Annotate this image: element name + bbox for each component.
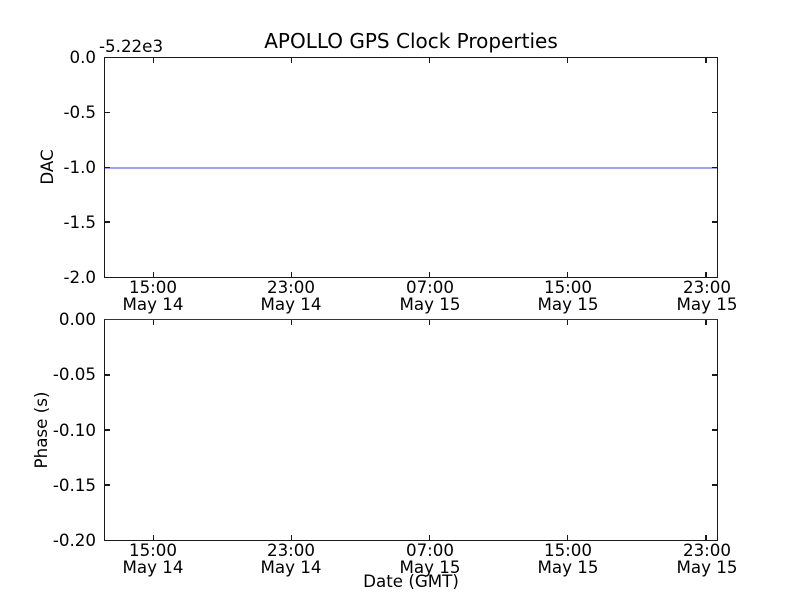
x-tick-date: May 15	[676, 557, 738, 577]
x-tick-time: 23:00	[682, 540, 732, 560]
x-tick-date: May 15	[537, 294, 599, 314]
chart-title: APOLLO GPS Clock Properties	[264, 29, 558, 53]
x-tick-label: 15:00 May 15	[508, 542, 628, 576]
tick-mark	[290, 320, 293, 325]
x-tick-time: 07:00	[405, 540, 455, 560]
tick-mark	[712, 429, 717, 431]
tick-mark	[705, 535, 707, 540]
x-tick-date: May 15	[399, 294, 461, 314]
tick-mark	[712, 111, 717, 114]
tick-mark	[105, 166, 110, 168]
tick-mark	[105, 221, 110, 223]
x-tick-label: 23:00 May 15	[647, 279, 767, 313]
x-tick-label: 15:00 May 15	[508, 279, 628, 313]
top-plot-area	[104, 57, 718, 278]
tick-mark	[566, 320, 569, 325]
tick-mark	[705, 320, 707, 325]
tick-mark	[290, 272, 293, 277]
x-tick-label: 15:00 May 14	[93, 542, 213, 576]
y-tick-label: -2.0	[63, 267, 96, 287]
y-tick-label: -1.0	[63, 157, 96, 177]
x-tick-label: 15:00 May 14	[93, 279, 213, 313]
x-tick-time: 15:00	[543, 277, 593, 297]
x-tick-date: May 14	[260, 557, 322, 577]
tick-mark	[290, 58, 293, 63]
x-tick-date: May 15	[399, 557, 461, 577]
tick-mark	[566, 58, 569, 63]
tick-mark	[712, 484, 717, 486]
x-tick-time: 15:00	[128, 540, 178, 560]
y-tick-label: 0.00	[58, 309, 96, 329]
x-tick-time: 07:00	[405, 277, 455, 297]
y-tick-label: -0.20	[52, 530, 96, 550]
tick-mark	[428, 58, 431, 63]
x-tick-label: 23:00 May 14	[231, 542, 351, 576]
tick-mark	[105, 111, 110, 114]
tick-mark	[428, 320, 431, 325]
x-tick-date: May 15	[676, 294, 738, 314]
tick-mark	[705, 58, 707, 63]
tick-mark	[105, 429, 110, 431]
x-tick-date: May 14	[260, 294, 322, 314]
tick-mark	[152, 320, 155, 325]
x-tick-time: 23:00	[682, 277, 732, 297]
tick-mark	[152, 272, 155, 277]
y-offset-label: -5.22e3	[99, 36, 164, 56]
tick-mark	[152, 58, 155, 63]
x-tick-label: 07:00 May 15	[370, 542, 490, 576]
y-tick-label: -0.5	[63, 102, 96, 122]
x-tick-time: 15:00	[128, 277, 178, 297]
tick-mark	[712, 221, 717, 223]
y-tick-label: -1.5	[63, 212, 96, 232]
tick-mark	[705, 272, 707, 277]
y-tick-label: -0.05	[52, 364, 96, 384]
x-tick-time: 15:00	[543, 540, 593, 560]
tick-mark	[712, 374, 717, 376]
x-tick-label: 07:00 May 15	[370, 279, 490, 313]
tick-mark	[566, 535, 569, 540]
x-tick-date: May 14	[122, 294, 184, 314]
tick-mark	[152, 535, 155, 540]
tick-mark	[105, 374, 110, 376]
tick-mark	[566, 272, 569, 277]
x-tick-time: 23:00	[266, 540, 316, 560]
x-tick-date: May 15	[537, 557, 599, 577]
tick-mark	[428, 272, 431, 277]
dac-data-line	[105, 166, 717, 169]
x-tick-date: May 14	[122, 557, 184, 577]
tick-mark	[105, 484, 110, 486]
y-tick-label: -0.15	[52, 475, 96, 495]
bottom-plot-area	[104, 319, 718, 541]
tick-mark	[428, 535, 431, 540]
x-tick-label: 23:00 May 14	[231, 279, 351, 313]
tick-mark	[290, 535, 293, 540]
x-axis-label: Date (GMT)	[363, 571, 459, 591]
x-tick-label: 23:00 May 15	[647, 542, 767, 576]
y-tick-label: 0.0	[69, 47, 96, 67]
tick-mark	[712, 166, 717, 168]
y-tick-label: -0.10	[52, 420, 96, 440]
x-tick-time: 23:00	[266, 277, 316, 297]
